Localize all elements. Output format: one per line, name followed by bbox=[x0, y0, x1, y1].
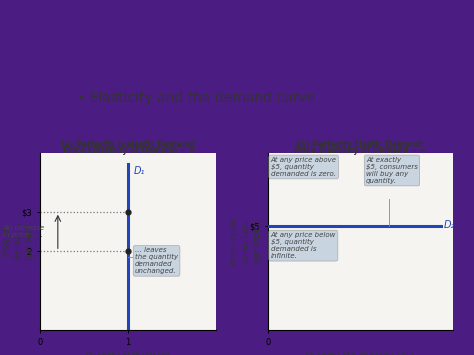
Y-axis label: Price of pink
tennis balls
(per dozen): Price of pink tennis balls (per dozen) bbox=[230, 218, 262, 265]
Text: At any price above
$5, quantity
demanded is zero.: At any price above $5, quantity demanded… bbox=[271, 157, 337, 177]
Text: ... leaves
the quantity
demanded
unchanged.: ... leaves the quantity demanded unchang… bbox=[135, 247, 178, 274]
Text: Elasticity and the Demand Curve: Elasticity and the Demand Curve bbox=[21, 40, 411, 64]
Text: • Elasticity and the demand curve: • Elasticity and the demand curve bbox=[77, 91, 315, 105]
Text: (a) Perfectly Inelastic Demand:: (a) Perfectly Inelastic Demand: bbox=[61, 140, 197, 149]
Text: Price Elasticity of Demand = 0: Price Elasticity of Demand = 0 bbox=[64, 146, 194, 155]
Text: D₂: D₂ bbox=[444, 220, 456, 230]
Text: (b) Perfectly Elastic Demand:: (b) Perfectly Elastic Demand: bbox=[297, 140, 424, 149]
Text: At any price below
$5, quantity
demanded is
infinite.: At any price below $5, quantity demanded… bbox=[271, 232, 336, 259]
Text: D₁: D₁ bbox=[133, 166, 145, 176]
Text: An increase
in price . . .: An increase in price . . . bbox=[3, 225, 45, 238]
X-axis label: Quantity of pink tennis balls
(dozens per year): Quantity of pink tennis balls (dozens pe… bbox=[306, 352, 415, 355]
X-axis label: Quantity of shoelaces
(billions of pairs per year): Quantity of shoelaces (billions of pairs… bbox=[78, 352, 178, 355]
Text: At exactly
$5, consumers
will buy any
quantity.: At exactly $5, consumers will buy any qu… bbox=[366, 157, 418, 184]
Y-axis label: Price of
shoelaces
(per pair): Price of shoelaces (per pair) bbox=[3, 223, 34, 260]
Text: Price Elasticity of Demand = ∞: Price Elasticity of Demand = ∞ bbox=[294, 146, 426, 155]
